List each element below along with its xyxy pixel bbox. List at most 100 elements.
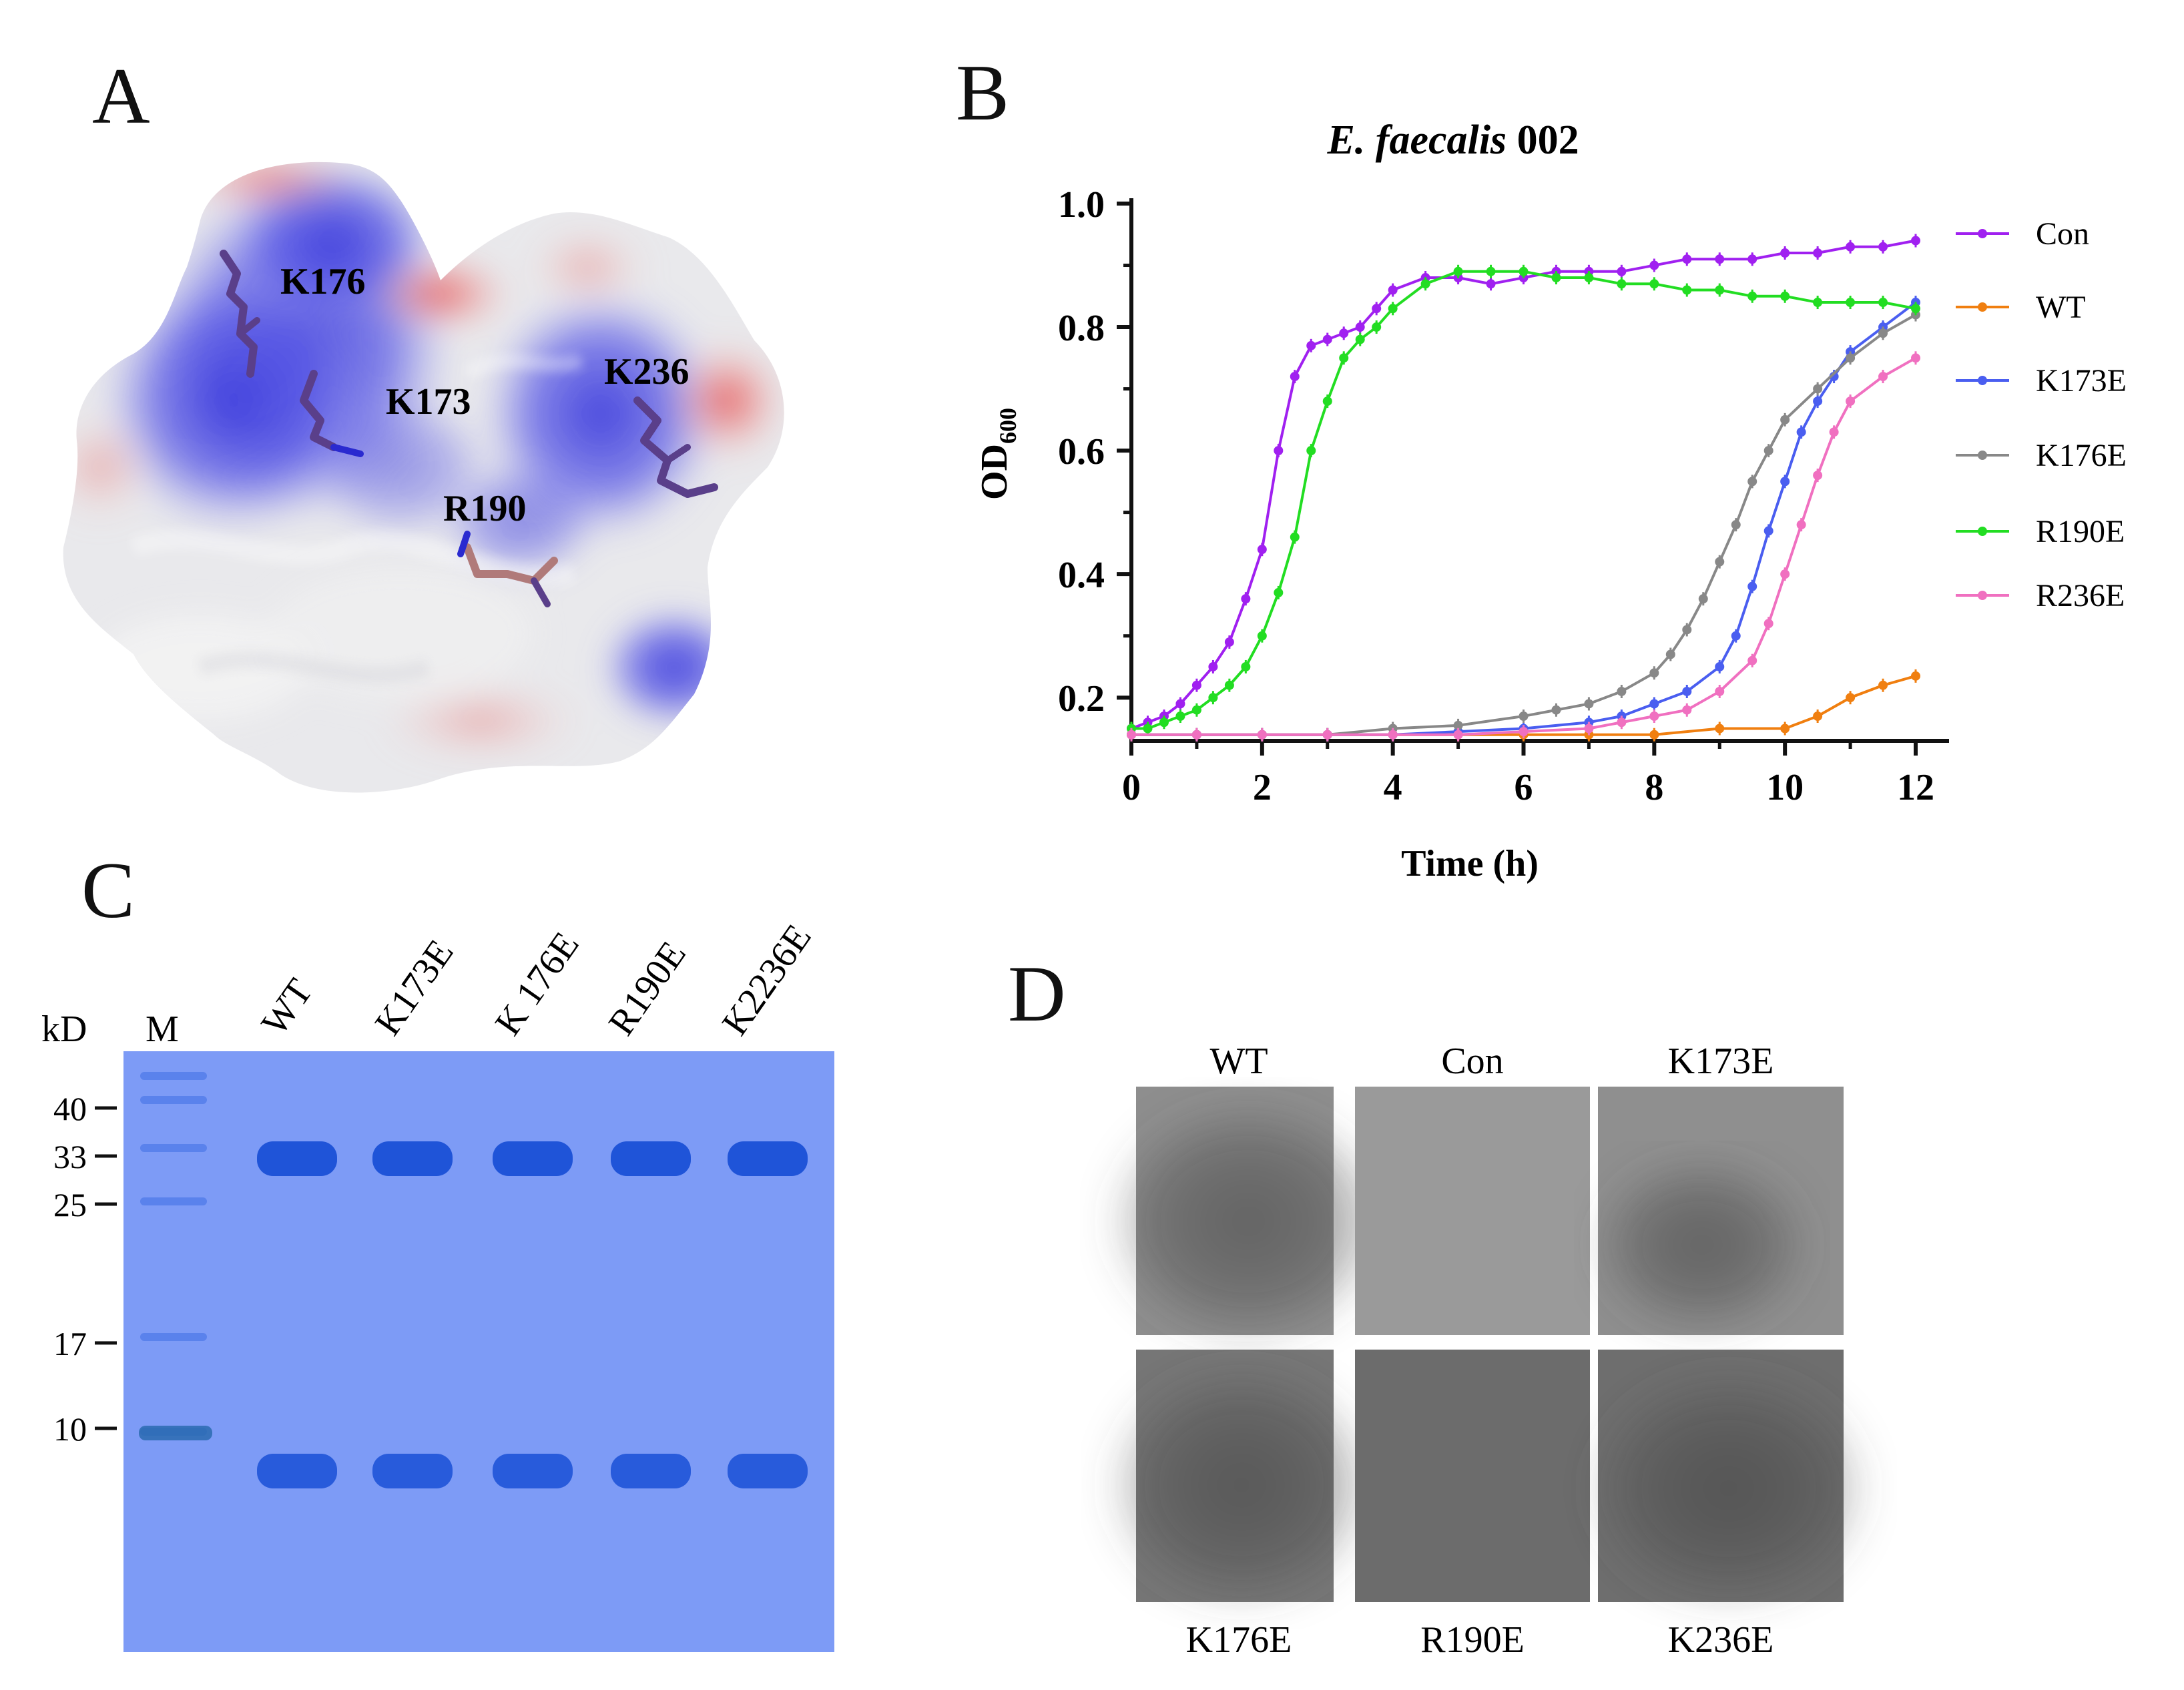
data-point xyxy=(1290,532,1300,542)
data-point xyxy=(1846,298,1856,308)
data-point xyxy=(1682,686,1692,696)
data-point xyxy=(1911,353,1920,363)
data-point xyxy=(1453,266,1463,276)
protein-band-lower xyxy=(611,1454,691,1488)
x-axis-label: Time (h) xyxy=(1401,843,1539,884)
data-point xyxy=(1208,661,1218,671)
series-r190e xyxy=(1127,264,1920,736)
data-point xyxy=(1747,477,1757,487)
legend-swatch-marker xyxy=(1978,451,1987,460)
data-point xyxy=(1747,291,1757,301)
data-point xyxy=(1519,711,1529,721)
data-point xyxy=(1388,304,1398,314)
legend-item: R190E xyxy=(1956,514,2125,549)
data-point xyxy=(1731,631,1741,641)
residue-label-k176: K176 xyxy=(280,261,366,302)
residue-label-k173: K173 xyxy=(386,381,471,422)
data-point xyxy=(1159,718,1169,728)
data-point xyxy=(1617,718,1627,728)
data-point xyxy=(1617,266,1627,276)
data-point xyxy=(1878,328,1888,338)
panel-letter-b: B xyxy=(956,48,1010,137)
series-con xyxy=(1127,234,1920,736)
gel-contents xyxy=(139,1072,808,1488)
data-point xyxy=(1191,680,1201,690)
legend-swatch-marker xyxy=(1978,302,1987,312)
data-point xyxy=(1241,594,1251,604)
data-point xyxy=(1191,730,1201,740)
chart-series xyxy=(1127,234,1920,742)
data-point xyxy=(1747,655,1757,665)
y-tick-label: 0.4 xyxy=(1058,555,1105,596)
protein-band-lower xyxy=(257,1454,337,1488)
series-line xyxy=(1131,270,1916,730)
legend-label: R190E xyxy=(2036,514,2125,549)
ladder-band xyxy=(140,1333,207,1341)
protein-band-lower xyxy=(728,1454,808,1488)
lane-label: WT xyxy=(254,972,321,1043)
data-point xyxy=(1143,724,1153,734)
plaque-label-top: Con xyxy=(1441,1041,1503,1082)
data-point xyxy=(1813,384,1823,394)
panel-letter-d: D xyxy=(1008,949,1066,1038)
data-point xyxy=(1682,285,1692,295)
data-point xyxy=(1355,322,1365,332)
data-point xyxy=(1878,680,1888,690)
data-point xyxy=(1355,334,1365,344)
x-tick-label: 2 xyxy=(1253,767,1272,808)
data-point xyxy=(1846,353,1856,363)
data-point xyxy=(1486,279,1496,289)
protein-band-upper xyxy=(611,1141,691,1176)
data-point xyxy=(1175,699,1185,709)
data-point xyxy=(1257,631,1267,641)
data-point xyxy=(1715,686,1725,696)
plaque-label-top: K173E xyxy=(1668,1041,1774,1082)
data-point xyxy=(1519,727,1529,737)
panel-letter-c: C xyxy=(81,846,135,934)
data-point xyxy=(1257,730,1267,740)
residue-label-k236: K236 xyxy=(604,351,690,392)
data-point xyxy=(1191,705,1201,715)
legend-item: WT xyxy=(1956,290,2086,325)
data-point xyxy=(1322,396,1332,406)
data-point xyxy=(1682,705,1692,715)
data-point xyxy=(1175,711,1185,721)
ladder-band xyxy=(140,1072,207,1080)
lysis-zone xyxy=(1595,1158,1809,1332)
data-point xyxy=(1420,279,1430,289)
plaque-label-bottom: K236E xyxy=(1668,1619,1774,1661)
plaque-label-top: WT xyxy=(1209,1041,1268,1082)
data-point xyxy=(1747,254,1757,264)
data-point xyxy=(1224,637,1234,647)
data-point xyxy=(1715,557,1725,567)
data-point xyxy=(1878,242,1888,252)
series-r236e xyxy=(1127,351,1920,742)
x-tick-label: 6 xyxy=(1515,767,1533,808)
x-tick-label: 0 xyxy=(1122,767,1141,808)
data-point xyxy=(1846,693,1856,703)
data-point xyxy=(1306,446,1316,456)
gel-marker-scale: 40 33 25 17 10 xyxy=(53,1090,117,1448)
data-point xyxy=(1796,427,1806,437)
ladder-band xyxy=(140,1197,207,1205)
legend-swatch-marker xyxy=(1978,229,1987,238)
legend-item: R236E xyxy=(1956,578,2125,613)
legend-swatch-marker xyxy=(1978,376,1987,385)
chart-legend: Con WT K173E K176E R190E R236E xyxy=(1956,216,2127,613)
y-tick-label: 0.8 xyxy=(1058,308,1105,349)
legend-label: K173E xyxy=(2036,363,2127,398)
data-point xyxy=(1257,545,1267,555)
data-point xyxy=(1339,353,1349,363)
data-point xyxy=(1763,526,1773,536)
data-point xyxy=(1846,242,1856,252)
data-point xyxy=(1617,686,1627,696)
chart-title: E. faecalis 002 xyxy=(1326,117,1579,163)
y-tick-label: 0.6 xyxy=(1058,431,1105,473)
marker-kd-label: 25 xyxy=(53,1186,87,1223)
data-point xyxy=(1813,248,1823,258)
legend-item: Con xyxy=(1956,216,2089,252)
series-line xyxy=(1131,356,1916,736)
marker-kd-label: 10 xyxy=(53,1410,87,1448)
data-point xyxy=(1372,322,1382,332)
